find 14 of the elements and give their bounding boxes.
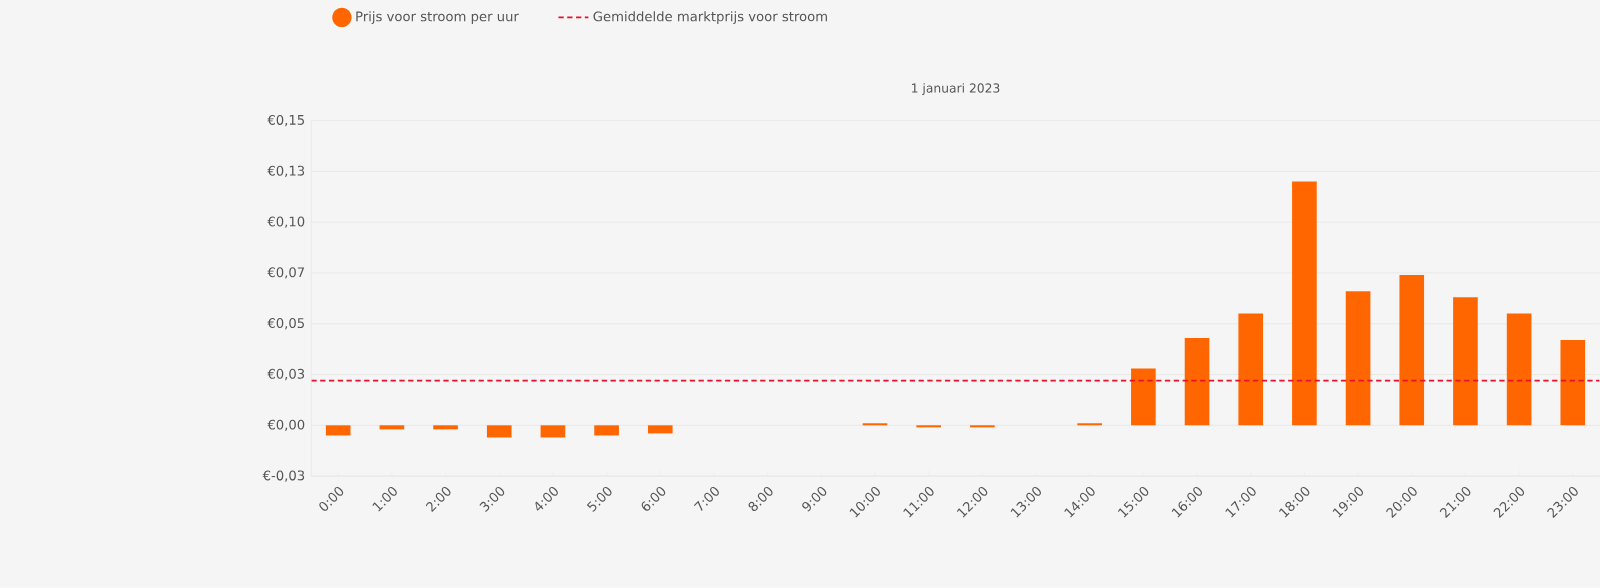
- bar: [647, 425, 673, 434]
- bar: [1506, 313, 1532, 426]
- bar: [1560, 340, 1586, 426]
- bar: [1131, 368, 1156, 426]
- bar: [1345, 291, 1371, 426]
- bar: [1399, 275, 1425, 426]
- bar: [1292, 181, 1317, 426]
- bar: [1238, 313, 1264, 426]
- bar: [1184, 338, 1210, 426]
- bar: [325, 425, 351, 436]
- bar: [486, 425, 512, 438]
- bar: [594, 425, 619, 436]
- bar: [540, 425, 566, 438]
- bar: [1453, 297, 1478, 426]
